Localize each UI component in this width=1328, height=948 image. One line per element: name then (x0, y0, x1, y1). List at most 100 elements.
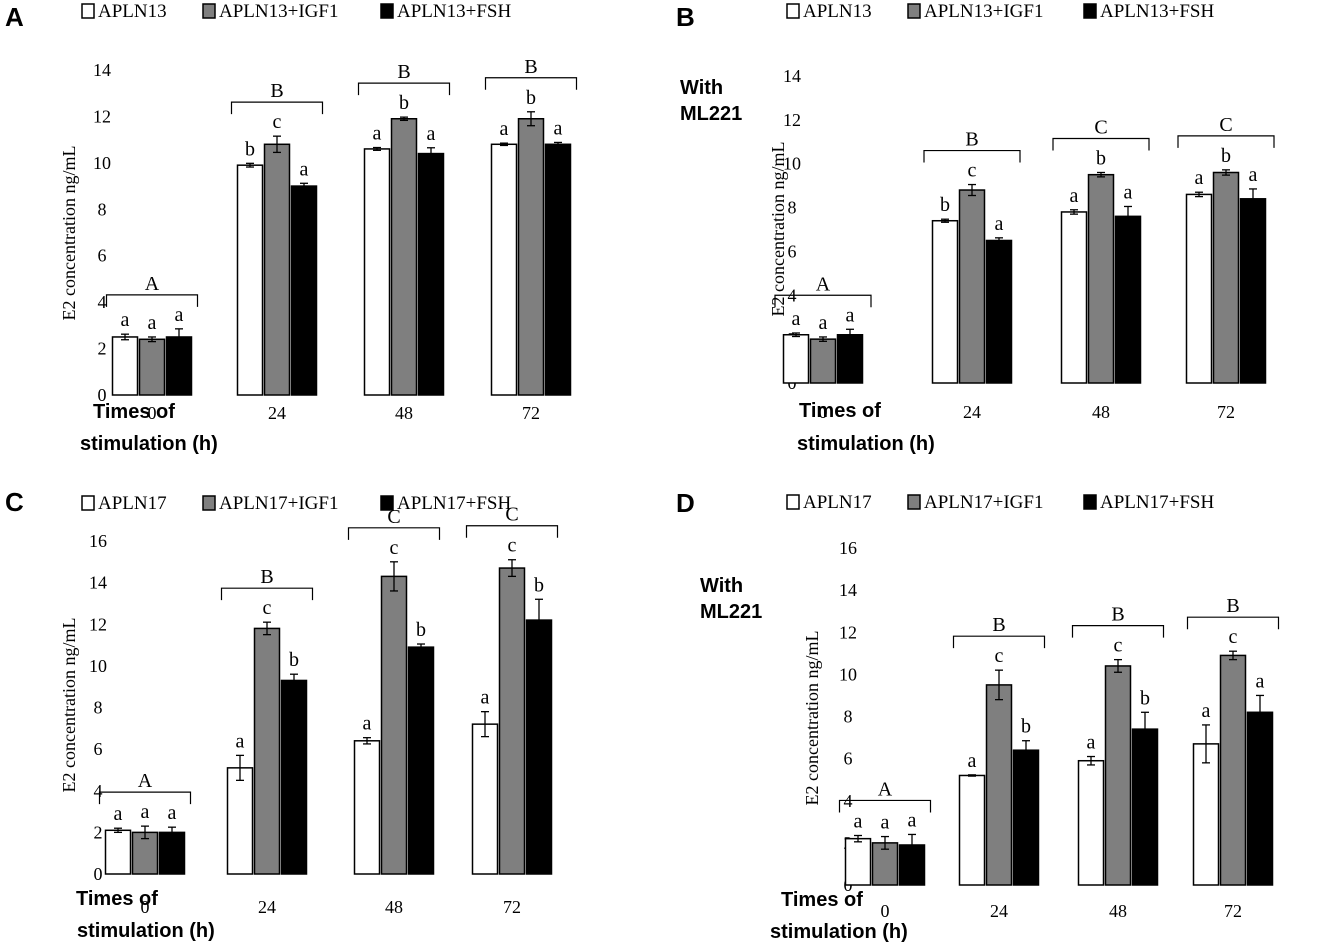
significance-letter: b (1021, 716, 1031, 738)
y-tick-label: 14 (89, 573, 107, 593)
y-tick-label: 2 (98, 339, 107, 359)
panel-label: D (676, 488, 695, 518)
group-letter: B (1226, 595, 1239, 617)
x-axis-label: Times of (781, 889, 863, 911)
y-tick-label: 6 (844, 749, 853, 769)
significance-letter: a (236, 730, 245, 752)
group-bracket (1186, 616, 1280, 630)
x-tick-label: 48 (1092, 402, 1110, 422)
significance-letter: a (554, 117, 563, 139)
y-tick-label: 8 (94, 698, 103, 718)
significance-letter: b (534, 574, 544, 596)
bar-apln17-igf1 (131, 831, 159, 875)
bar-apln13-fsh (417, 152, 445, 396)
significance-letter: a (1202, 700, 1211, 722)
bar-apln17 (226, 767, 254, 875)
bar-apln17-fsh (1246, 711, 1274, 886)
y-tick-label: 10 (93, 153, 111, 173)
y-tick-label: 10 (839, 664, 857, 684)
y-tick-label: 16 (89, 531, 107, 551)
bar-apln13 (111, 336, 139, 396)
legend-label: APLN17 (803, 492, 872, 513)
annotation-text: ML221 (700, 601, 762, 623)
legend-swatch (81, 3, 95, 19)
x-tick-label: 72 (1224, 901, 1242, 921)
annotation-text: With (700, 575, 743, 597)
panel-label: C (5, 487, 24, 517)
y-tick-label: 6 (788, 241, 797, 261)
bar-apln17 (1077, 759, 1105, 886)
group-letter: B (1111, 604, 1124, 626)
group-letter: B (524, 56, 537, 78)
significance-letter: a (1195, 167, 1204, 189)
legend-label: APLN13+FSH (397, 1, 511, 22)
significance-letter: c (995, 645, 1004, 667)
significance-letter: c (1114, 635, 1123, 657)
group-bracket (105, 294, 199, 307)
significance-letter: a (363, 713, 372, 735)
significance-letter: a (481, 687, 490, 709)
significance-letter: a (881, 812, 890, 834)
group-bracket (923, 149, 1021, 163)
panel-d: D APLN17 APLN17+IGF1 APLN17+FSH With ML221 E2 … (676, 488, 1280, 943)
y-tick-label: 0 (98, 385, 107, 405)
significance-letter: b (399, 92, 409, 114)
legend-swatch (81, 495, 95, 511)
bar-apln13-igf1 (1087, 173, 1115, 384)
significance-letter: a (168, 802, 177, 824)
group-letter: C (1219, 114, 1232, 136)
legend-swatch (907, 494, 921, 510)
x-tick-label: 48 (385, 897, 403, 917)
significance-letter: b (526, 87, 536, 109)
significance-letter: a (995, 213, 1004, 235)
bar-apln17 (471, 723, 499, 875)
significance-letter: b (245, 138, 255, 160)
bar-apln17-fsh (525, 619, 553, 875)
significance-letter: b (940, 194, 950, 216)
legend-label: APLN13+FSH (1100, 1, 1214, 22)
y-tick-label: 4 (98, 292, 107, 312)
y-tick-label: 14 (839, 580, 857, 600)
significance-letter: a (427, 123, 436, 145)
bar-apln13-fsh (836, 334, 864, 384)
significance-letter: c (263, 597, 272, 619)
bar-apln13 (236, 164, 264, 396)
bar-apln13 (931, 219, 959, 384)
y-axis-label: E2 concentration ng/mL (802, 631, 822, 806)
bar-apln13-igf1 (390, 118, 418, 396)
x-tick-label: 24 (258, 897, 276, 917)
group-bracket (838, 799, 932, 813)
bar-apln17-fsh (1012, 749, 1040, 886)
significance-letter: a (141, 801, 150, 823)
legend-swatch (1083, 494, 1097, 510)
y-tick-label: 12 (93, 106, 111, 126)
significance-letter: a (968, 750, 977, 772)
group-letter: A (138, 770, 153, 792)
significance-letter: a (819, 312, 828, 334)
group-bracket (357, 82, 451, 96)
legend-label: APLN13+IGF1 (924, 1, 1043, 22)
legend-label: APLN17+FSH (397, 493, 511, 514)
group-letter: C (387, 506, 400, 528)
annotation-text: ML221 (680, 103, 742, 125)
y-tick-label: 8 (788, 198, 797, 218)
group-bracket (347, 527, 441, 540)
y-tick-label: 12 (839, 622, 857, 642)
significance-letter: a (1249, 164, 1258, 186)
bar-apln13-igf1 (138, 338, 166, 396)
legend-swatch (202, 3, 216, 19)
group-bracket (1177, 135, 1275, 148)
x-axis-label: stimulation (h) (797, 433, 935, 455)
y-tick-label: 4 (94, 781, 103, 801)
x-axis-label: stimulation (h) (77, 920, 215, 942)
bar-apln13 (490, 143, 518, 396)
bar-apln17-igf1 (1219, 654, 1247, 886)
significance-letter: a (148, 312, 157, 334)
significance-letter: a (1124, 181, 1133, 203)
significance-letter: c (968, 160, 977, 182)
group-bracket (774, 294, 872, 308)
group-letter: B (397, 61, 410, 83)
group-letter: B (270, 80, 283, 102)
legend-swatch (380, 495, 394, 511)
y-tick-label: 10 (783, 154, 801, 174)
